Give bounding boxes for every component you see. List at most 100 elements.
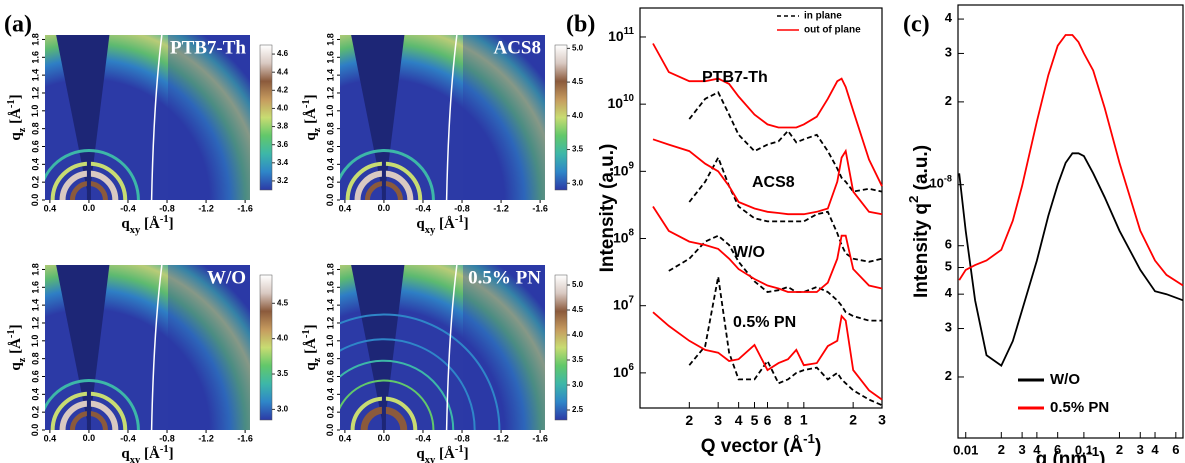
y-tick-label: 2: [945, 368, 952, 383]
colorbar-tick-label: 4.5: [572, 77, 584, 86]
diffraction-ring: [45, 379, 140, 430]
x-tick-label: 6: [764, 412, 772, 428]
colorbar-tick-label: 4.5: [277, 298, 289, 307]
detector-image: [45, 265, 250, 430]
y-tick-label: 3: [945, 320, 952, 335]
colorbar: [554, 44, 568, 191]
y-tick-label: 4: [945, 286, 953, 301]
heatmap-title: 0.5% PN: [468, 267, 541, 288]
y-tick-label: 0.4: [325, 158, 335, 171]
x-tick-label: -0.4: [120, 203, 136, 213]
x-tick-label: -1.2: [493, 433, 509, 443]
colorbar-tick-label: 3.5: [572, 145, 584, 154]
legend-label: in plane: [804, 11, 842, 22]
plot-frame: [957, 4, 1184, 439]
y-tick-label: 107: [613, 295, 635, 313]
missing-wedge: [56, 265, 110, 430]
colorbar-tick-label: 3.4: [277, 158, 289, 167]
y-tick-label: 0.8: [325, 122, 335, 135]
sample-label: PTB7-Th: [702, 69, 768, 86]
y-tick-label: 0.2: [325, 406, 335, 419]
panel-label: (b): [566, 12, 595, 38]
y-tick-label: 1.0: [30, 105, 40, 118]
marker-line: [150, 265, 163, 430]
plot-frame: [639, 7, 883, 409]
colorbar-tick-label: 3.6: [277, 140, 289, 149]
colorbar-tick-label: 4.0: [277, 104, 289, 113]
colorbar-tick-label: 3.5: [277, 369, 289, 378]
data-line: [688, 155, 883, 263]
y-tick-label: 1.8: [325, 263, 335, 276]
y-tick-label: 0.6: [30, 140, 40, 153]
x-tick-label: 2: [849, 412, 857, 428]
y-tick-label: 0.6: [325, 370, 335, 383]
marker-line: [150, 35, 163, 200]
fade: [463, 35, 545, 200]
diffraction-ring: [340, 379, 435, 430]
diffraction-ring: [340, 149, 435, 200]
x-axis-label: q (nm-1): [1036, 444, 1106, 463]
x-tick-label: -0.8: [454, 433, 470, 443]
y-tick-label: 2: [945, 93, 952, 108]
fade: [463, 265, 545, 430]
heatmap-title: PTB7-Th: [170, 37, 246, 58]
diffraction-ring: [340, 338, 476, 430]
x-tick-label: 6: [1172, 442, 1179, 457]
x-tick-label: 0.4: [339, 433, 352, 443]
detector-image: [340, 265, 545, 430]
x-tick-label: -1.6: [532, 433, 548, 443]
x-tick-label: 1: [800, 412, 808, 428]
colorbar-tick-label: 3.0: [572, 178, 584, 187]
y-axis-label: qz [Å-1]: [301, 94, 323, 140]
heatmap-title: W/O: [207, 267, 246, 288]
x-tick-label: 0.4: [44, 433, 57, 443]
beam-stop: [86, 158, 91, 200]
colorbar: [554, 274, 568, 421]
y-tick-label: 1.0: [30, 335, 40, 348]
x-tick-label: 6: [1054, 442, 1061, 457]
y-tick-label: 1.6: [30, 281, 40, 294]
y-tick-label: 0.4: [30, 388, 40, 401]
beam-stop: [381, 158, 386, 200]
y-tick-label: 0.4: [30, 158, 40, 171]
y-axis-label: qz [Å-1]: [6, 324, 28, 370]
y-tick-label: 1.8: [325, 33, 335, 46]
y-tick-label: 1.0: [325, 105, 335, 118]
panel-label: (c): [903, 12, 930, 38]
y-tick-label: 1.2: [325, 87, 335, 100]
data-line: [958, 34, 1184, 287]
colorbar: [259, 44, 273, 191]
x-tick-label: -1.6: [237, 203, 253, 213]
y-tick-label: 0.0: [325, 424, 335, 437]
x-tick-label: -0.8: [159, 433, 175, 443]
x-tick-label: 3: [1137, 442, 1144, 457]
x-tick-label: 3: [714, 412, 722, 428]
y-axis-label: Intensity (a.u.): [597, 144, 618, 273]
x-tick-label: -0.8: [454, 203, 470, 213]
x-tick-label: 3: [878, 412, 886, 428]
x-tick-label: 8: [784, 412, 792, 428]
colorbar-tick-label: 4.6: [277, 49, 289, 58]
x-axis-label: qxy [Å-1]: [121, 444, 173, 463]
colorbar-tick-label: 5.0: [572, 43, 584, 52]
x-tick-label: -1.6: [532, 203, 548, 213]
y-tick-label: 109: [613, 160, 635, 178]
data-line: [652, 138, 883, 216]
data-line: [688, 276, 883, 407]
colorbar-tick-label: 4.0: [572, 111, 584, 120]
y-tick-label: 1.2: [325, 317, 335, 330]
y-tick-label: 1.4: [325, 69, 335, 82]
y-tick-label: 1.2: [30, 317, 40, 330]
data-line: [688, 91, 883, 193]
data-line: [652, 43, 883, 187]
x-tick-label: 2: [998, 442, 1005, 457]
colorbar-tick-label: 3.5: [572, 355, 584, 364]
x-axis-label: qxy [Å-1]: [416, 444, 468, 463]
x-tick-label: 2: [685, 412, 693, 428]
y-tick-label: 5: [945, 259, 952, 274]
x-tick-label: 2: [1116, 442, 1123, 457]
missing-wedge: [351, 265, 405, 430]
y-tick-label: 10-8: [929, 174, 952, 191]
